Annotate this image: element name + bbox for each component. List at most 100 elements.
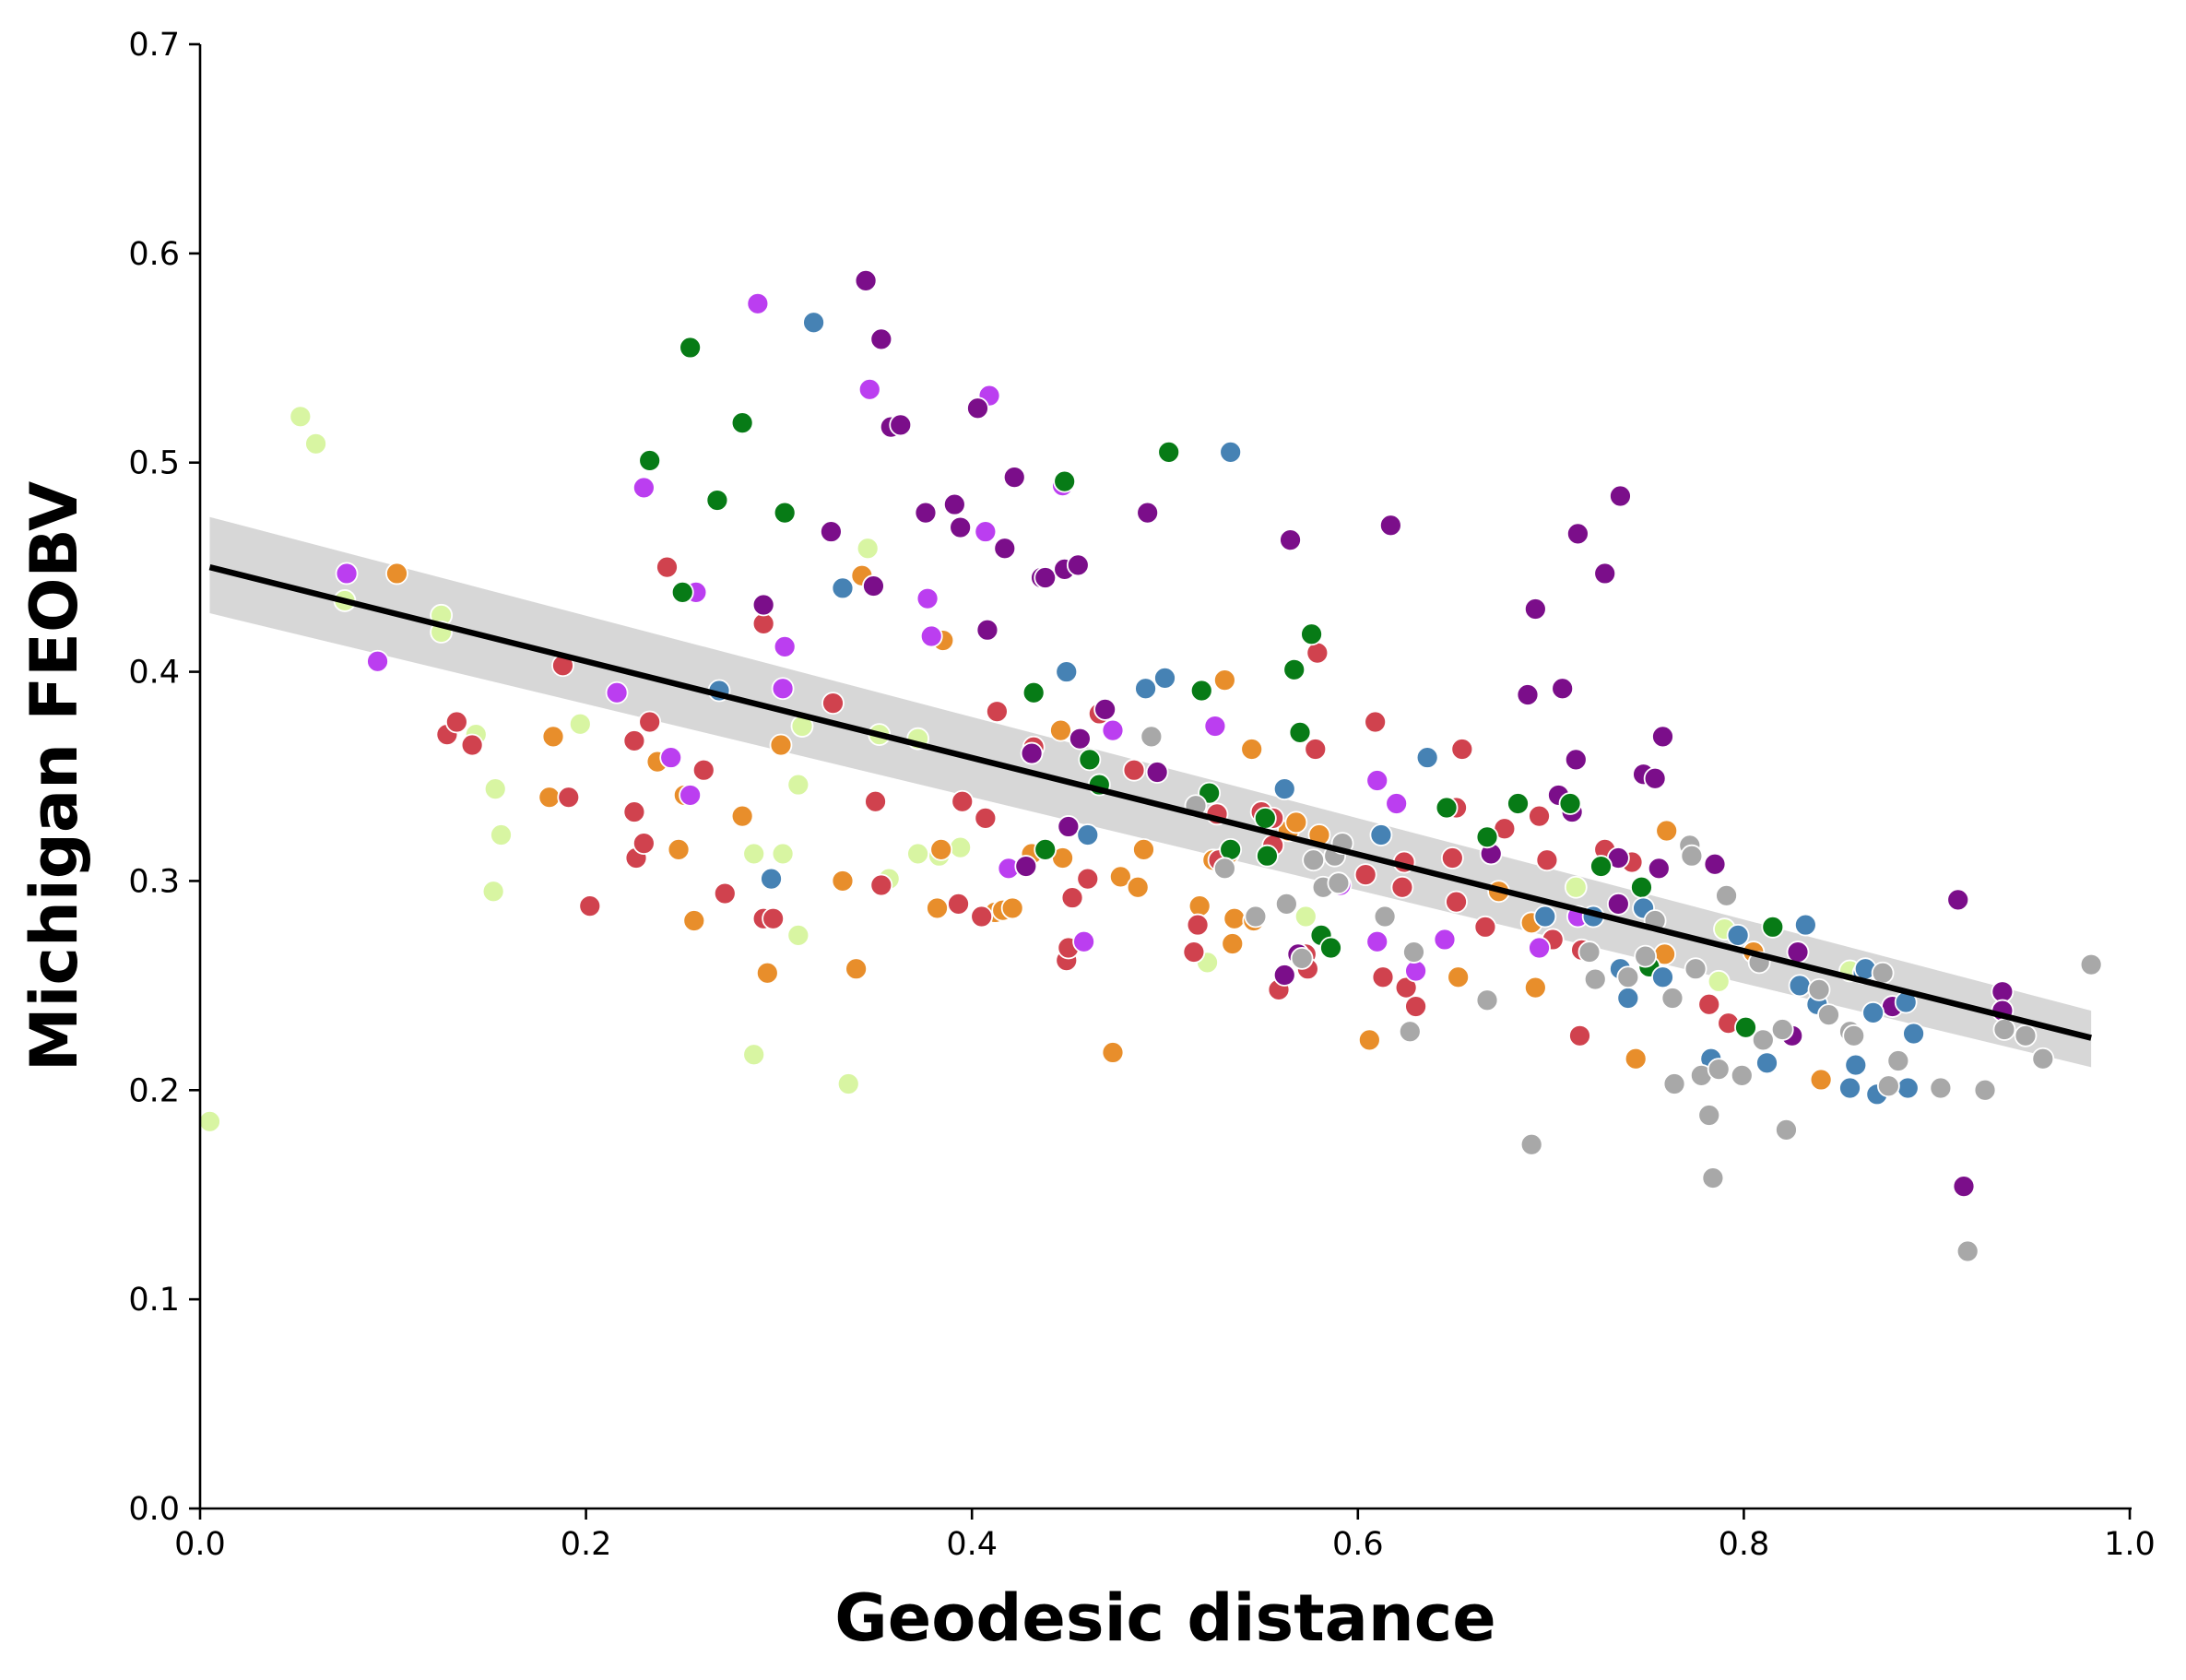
data-point: [1634, 944, 1658, 968]
data-point: [1775, 1118, 1798, 1142]
data-point: [638, 710, 662, 734]
data-point: [1577, 941, 1601, 964]
data-point: [1651, 965, 1674, 989]
data-point: [1647, 857, 1671, 881]
axes-layer: [198, 44, 2132, 1510]
x-tick-label: 0.6: [1332, 1526, 1384, 1563]
data-point: [1272, 964, 1296, 987]
data-point: [1221, 932, 1245, 955]
data-point: [1101, 1041, 1125, 1064]
data-point: [1055, 660, 1079, 683]
data-point: [1973, 1078, 1997, 1102]
data-point: [1761, 915, 1785, 939]
data-point: [1871, 961, 1895, 985]
data-point: [773, 634, 797, 658]
data-point: [730, 804, 754, 828]
data-point: [1551, 677, 1575, 701]
data-point: [1606, 892, 1630, 916]
data-point: [730, 411, 754, 435]
data-point: [1353, 863, 1377, 887]
data-point: [1373, 905, 1397, 929]
data-point: [1078, 748, 1102, 772]
data-point: [1523, 976, 1547, 1000]
data-point: [1616, 965, 1640, 989]
data-point: [1014, 855, 1038, 878]
data-point: [975, 618, 999, 642]
data-point: [682, 909, 706, 932]
data-point: [1253, 806, 1277, 830]
y-tick-label: 0.1: [128, 1282, 180, 1319]
data-point: [1589, 855, 1613, 878]
data-point: [1440, 846, 1464, 870]
data-point: [1002, 466, 1026, 489]
data-point: [821, 692, 845, 715]
data-point: [460, 733, 484, 757]
data-point: [1072, 929, 1095, 953]
data-point: [667, 838, 691, 861]
data-point: [1290, 946, 1314, 970]
data-point: [1256, 844, 1279, 868]
data-point: [1946, 888, 1970, 912]
data-point: [1568, 1023, 1591, 1047]
point-group-6: [638, 336, 1785, 1039]
data-point: [1182, 941, 1206, 964]
data-point: [1076, 867, 1100, 891]
data-point: [335, 562, 359, 586]
y-axis-label: Michigan FEOBV: [17, 481, 92, 1071]
data-point: [1136, 501, 1160, 525]
data-point: [1707, 1058, 1731, 1081]
data-point: [1507, 792, 1530, 815]
data-point: [1473, 915, 1497, 939]
data-point: [856, 537, 880, 561]
data-point: [1655, 819, 1679, 843]
data-point: [769, 733, 793, 757]
data-point: [929, 838, 953, 861]
point-group-8: [1140, 725, 2103, 1263]
data-point: [742, 842, 766, 866]
data-point: [974, 806, 998, 830]
x-tick-label: 0.2: [561, 1526, 612, 1563]
data-point: [1697, 992, 1721, 1016]
data-point: [1060, 886, 1084, 909]
data-point: [1609, 484, 1632, 508]
data-point: [1415, 746, 1439, 769]
data-point: [1306, 641, 1329, 665]
data-point: [1707, 969, 1731, 993]
data-point: [1535, 848, 1559, 872]
data-point: [541, 725, 565, 749]
data-point: [1066, 553, 1090, 577]
data-point: [755, 961, 779, 985]
data-point: [974, 520, 998, 543]
data-point: [1371, 965, 1395, 989]
data-point: [304, 432, 327, 455]
data-point: [1189, 679, 1213, 703]
data-point: [1357, 1028, 1381, 1052]
data-point: [1365, 929, 1389, 953]
data-point: [919, 624, 943, 648]
data-point: [1583, 967, 1607, 991]
data-point: [820, 520, 843, 543]
data-point: [1240, 738, 1264, 761]
data-point: [1715, 883, 1738, 907]
data-point: [490, 823, 513, 846]
data-point: [1886, 1049, 1910, 1072]
data-point: [1020, 741, 1044, 765]
data-point: [1219, 838, 1243, 861]
data-point: [1680, 844, 1704, 868]
data-point: [1145, 761, 1169, 784]
data-point: [638, 449, 662, 472]
y-tick-label: 0.7: [128, 27, 180, 64]
data-point: [773, 501, 797, 525]
data-point: [949, 835, 973, 859]
data-point: [869, 873, 893, 897]
data-point: [831, 576, 855, 600]
data-point: [862, 574, 885, 597]
data-point: [751, 593, 775, 617]
data-point: [198, 1109, 221, 1133]
x-tick-label: 1.0: [2104, 1526, 2156, 1563]
data-point: [538, 786, 561, 810]
data-point: [914, 501, 938, 525]
y-tick-label: 0.2: [128, 1072, 180, 1109]
data-point: [762, 906, 786, 930]
